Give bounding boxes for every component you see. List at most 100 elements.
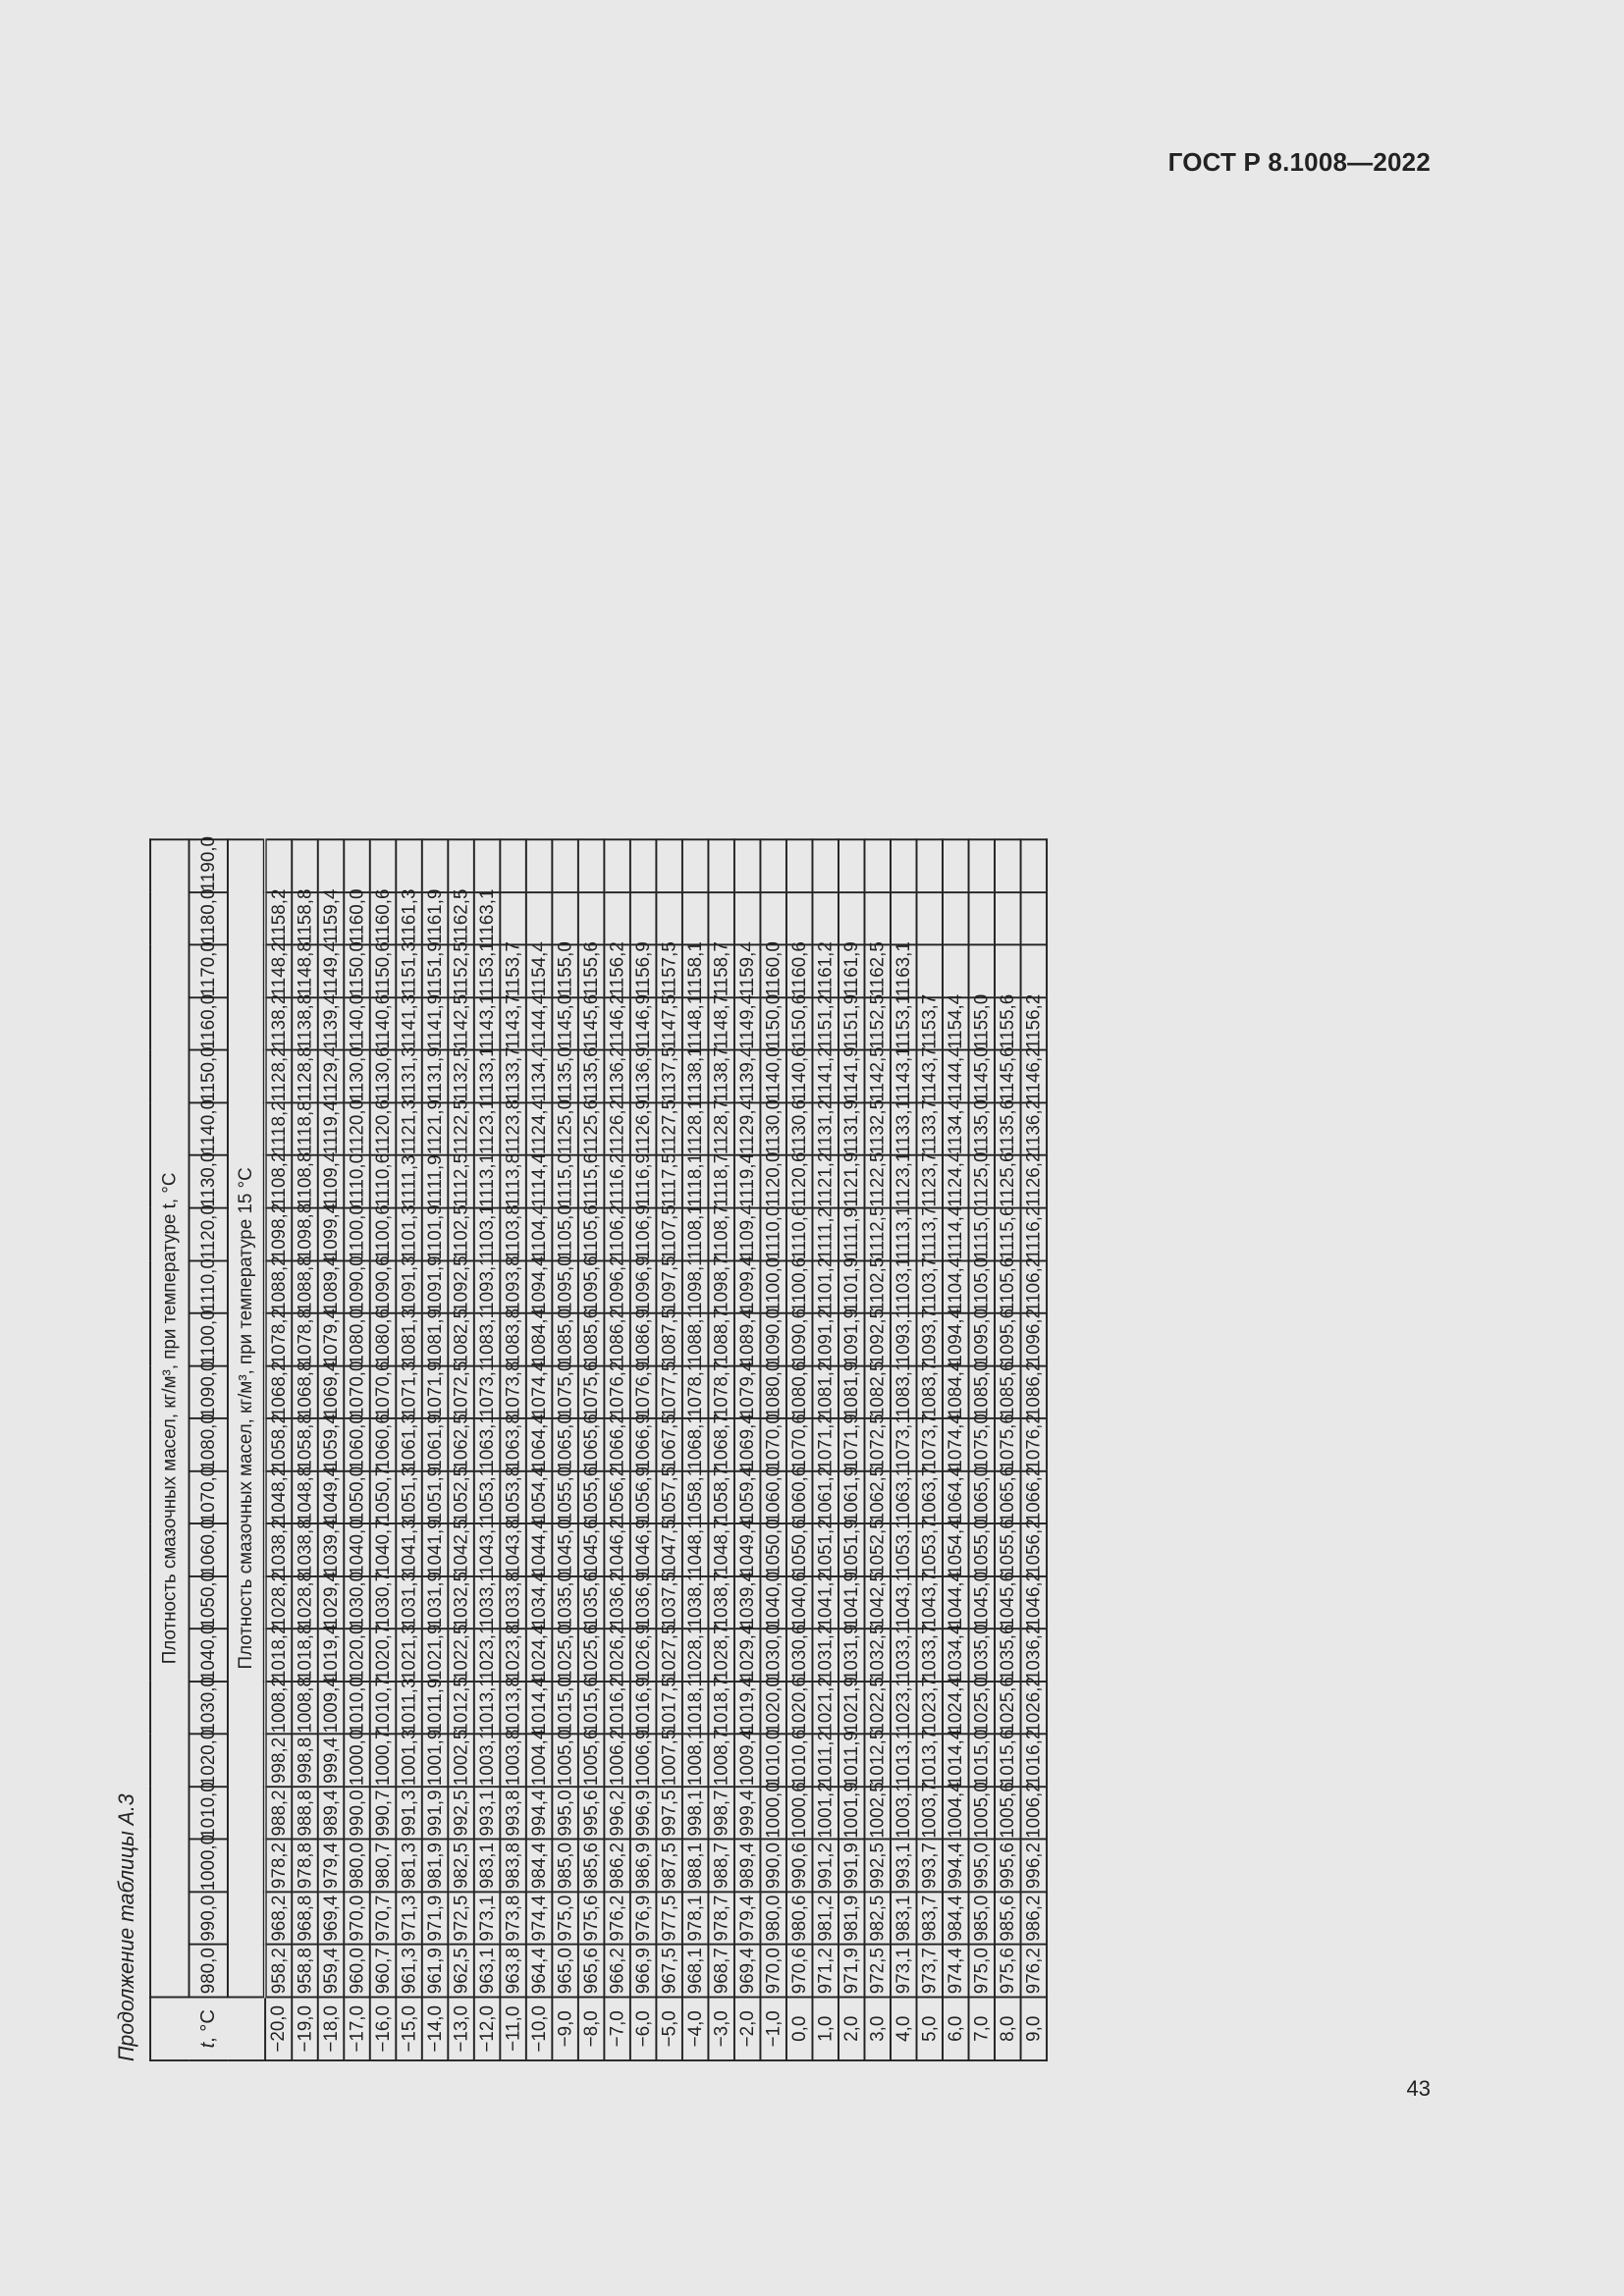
temperature-cell: 5,0 — [916, 1997, 944, 2061]
density-cell: 1036,9 — [629, 1572, 657, 1629]
density-cell: 1028,7 — [708, 1625, 734, 1682]
density-cell: 1037,5 — [656, 1572, 682, 1629]
density-cell: 1108,7 — [708, 1204, 734, 1261]
density-cell: 1139,4 — [733, 1046, 761, 1103]
density-cell: 1083,8 — [500, 1308, 526, 1366]
density-cell: 1158,7 — [708, 941, 734, 998]
density-cell: 1024,4 — [943, 1677, 969, 1735]
density-cell: 995,0 — [552, 1787, 578, 1840]
density-cell: 1068,1 — [681, 1414, 709, 1471]
density-cell: 981,9 — [421, 1839, 449, 1893]
density-cell: 1026,2 — [1020, 1677, 1048, 1735]
density-cell: 1091,9 — [421, 1255, 449, 1313]
density-cell: 1102,5 — [448, 1204, 474, 1261]
density-cell: 1119,4 — [733, 1153, 761, 1208]
table-row: −16,0 960,7 970,7 980,7 990,7 1000,7 1010,7 102… — [369, 839, 397, 2061]
density-cell: 1120,0 — [760, 1152, 786, 1208]
density-cell: 1028,8 — [292, 1572, 318, 1629]
density-cell: 999,4 — [317, 1734, 345, 1788]
density-cell: 1148,8 — [292, 941, 318, 998]
density-cell: 1113,1 — [473, 1153, 501, 1208]
density-cell: 1156,2 — [604, 941, 630, 998]
density-cell: 973,8 — [500, 1892, 526, 1945]
density-cell: 971,3 — [396, 1892, 422, 1945]
table-row: −6,0 966,9 976,9 986,9 996,9 1006,9 1016,9 1026… — [629, 839, 657, 2061]
density-cell: 1009,4 — [733, 1730, 761, 1788]
density-cell: 1126,2 — [1020, 1152, 1048, 1208]
column-header: 1030,0 — [189, 1677, 228, 1735]
density-cell: 1089,4 — [733, 1308, 761, 1366]
density-cell — [292, 839, 318, 893]
density-cell: 972,5 — [864, 1944, 891, 1998]
density-cell: 1146,9 — [629, 994, 657, 1050]
density-cell: 1049,4 — [317, 1467, 345, 1524]
density-cell: 983,7 — [916, 1892, 944, 1945]
density-cell: 1088,2 — [264, 1255, 293, 1313]
density-cell: 1111,9 — [421, 1154, 449, 1208]
density-cell: 1086,9 — [629, 1308, 657, 1366]
density-cell: 1123,8 — [500, 1099, 526, 1156]
density-cell: 1043,1 — [473, 1519, 501, 1576]
density-cell: 1115,0 — [552, 1153, 578, 1208]
density-cell: 1075,0 — [968, 1414, 996, 1471]
density-cell: 1025,6 — [577, 1625, 605, 1682]
density-cell: 1161,3 — [396, 889, 422, 945]
density-cell: 1031,9 — [838, 1625, 865, 1682]
density-cell: 986,2 — [1020, 1892, 1048, 1945]
density-cell: 1133,1 — [473, 1046, 501, 1103]
density-cell: 1111,2 — [812, 1207, 839, 1261]
density-cell: 1071,9 — [838, 1414, 865, 1471]
density-cell: 1136,2 — [604, 1046, 630, 1103]
density-cell: 1118,7 — [708, 1153, 734, 1208]
density-cell: 1159,4 — [733, 941, 761, 998]
temperature-cell: 6,0 — [943, 1997, 969, 2061]
density-cell: 1025,6 — [995, 1677, 1021, 1735]
density-cell: 1143,1 — [473, 994, 501, 1050]
table-row: −7,0 966,2 976,2 986,2 996,2 1006,2 1016,2 1026… — [604, 839, 630, 2061]
temperature-cell: −11,0 — [500, 1997, 526, 2061]
density-cell: 1143,1 — [890, 1046, 917, 1103]
density-cell: 1116,9 — [629, 1153, 657, 1208]
density-cell: 1085,6 — [995, 1362, 1021, 1418]
density-cell: 995,6 — [995, 1839, 1021, 1893]
density-cell: 1011,9 — [838, 1731, 865, 1788]
column-header: 1180,0 — [189, 889, 228, 945]
density-cell: 970,7 — [369, 1892, 397, 1945]
density-cell: 1153,7 — [500, 941, 526, 998]
column-header: 1050,0 — [189, 1572, 228, 1629]
density-cell: 1148,7 — [708, 994, 734, 1050]
column-header: 1120,0 — [189, 1204, 228, 1261]
density-cell: 979,4 — [317, 1839, 345, 1893]
density-cell: 1040,0 — [344, 1519, 370, 1576]
density-cell: 1161,2 — [812, 941, 839, 998]
density-cell: 1035,6 — [995, 1625, 1021, 1682]
density-cell: 1023,7 — [916, 1677, 944, 1735]
density-cell — [995, 839, 1021, 893]
temperature-cell: −3,0 — [708, 1997, 734, 2061]
column-values-row: 980,0 990,0 1000,0 1010,0 1020,0 1030,0 1040,0… — [189, 836, 228, 2060]
density-cell: 1039,4 — [733, 1572, 761, 1629]
density-cell: 1012,5 — [864, 1730, 891, 1788]
density-cell: 1077,5 — [656, 1362, 682, 1418]
column-header: 1010,0 — [189, 1782, 228, 1840]
density-cell: 967,5 — [656, 1944, 682, 1998]
density-cell: 1115,0 — [968, 1206, 996, 1261]
density-cell: 1079,4 — [733, 1362, 761, 1418]
density-cell: 1103,1 — [473, 1204, 501, 1261]
density-cell: 1058,2 — [264, 1414, 293, 1471]
table-row: 6,0 974,4 984,4 994,4 1004,4 1014,4 1024,4 1034… — [943, 839, 969, 2061]
density-cell: 1126,2 — [604, 1099, 630, 1156]
temperature-cell: −2,0 — [733, 1997, 761, 2061]
density-cell: 1112,5 — [864, 1206, 891, 1261]
density-cell: 979,4 — [733, 1892, 761, 1945]
density-cell: 1098,2 — [264, 1203, 293, 1261]
density-cell: 1000,6 — [785, 1782, 813, 1840]
column-header: 1070,0 — [189, 1467, 228, 1524]
density-cell: 1018,7 — [708, 1677, 734, 1735]
density-cell: 1060,0 — [760, 1467, 786, 1524]
density-cell — [785, 892, 813, 945]
density-cell: 1110,0 — [344, 1153, 370, 1208]
density-cell: 1054,4 — [943, 1519, 969, 1576]
density-cell — [968, 944, 996, 998]
density-cell: 966,9 — [629, 1944, 657, 1998]
